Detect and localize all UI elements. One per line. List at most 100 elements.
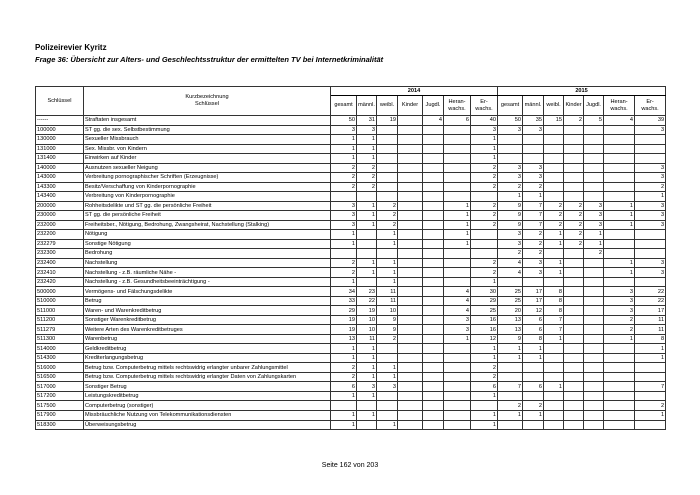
value-cell <box>543 343 565 354</box>
value-cell: 3 <box>443 324 471 335</box>
value-cell <box>443 419 471 430</box>
value-cell: 3 <box>497 162 524 174</box>
value-cell: 4 <box>422 115 444 126</box>
value-cell: 2 <box>469 267 499 278</box>
row-name: Betrug bzw. Computerbetrug mittels recht… <box>83 371 331 383</box>
value-cell <box>603 162 636 174</box>
value-cell: 1 <box>376 362 398 373</box>
value-cell <box>443 181 471 193</box>
value-cell: 2 <box>522 181 545 193</box>
value-cell <box>603 248 636 259</box>
value-cell: 1 <box>356 371 377 383</box>
value-cell: 1 <box>330 229 357 240</box>
value-cell <box>497 362 524 373</box>
value-cell: 1 <box>497 410 524 421</box>
value-cell <box>330 248 357 259</box>
row-name: Betrug bzw. Computerbetrug mittels recht… <box>83 362 331 373</box>
value-cell: 3 <box>522 267 545 278</box>
value-cell <box>583 181 605 193</box>
table-row: ------ Straftaten insgesamt 50 31 19 4 6 40 50 35… <box>35 115 667 126</box>
row-key: 200000 <box>35 200 84 212</box>
value-cell: 15 <box>543 115 565 126</box>
value-cell <box>634 362 667 373</box>
value-cell: 1 <box>376 371 398 383</box>
value-cell: 9 <box>497 210 524 221</box>
table-row: 232000 Freiheitsber., Nötigung, Bedrohung… <box>35 219 667 231</box>
value-cell <box>376 134 398 145</box>
value-cell <box>422 410 444 421</box>
row-name: ST gg. die sex. Selbstbestimmung <box>83 124 331 136</box>
value-cell: 11 <box>634 324 667 335</box>
value-cell <box>443 162 471 174</box>
value-cell: 3 <box>634 267 667 278</box>
header-subcol: Jugdl. <box>422 95 444 116</box>
value-cell <box>356 238 377 250</box>
value-cell: 1 <box>356 352 377 364</box>
value-cell: 2 <box>522 248 545 259</box>
value-cell <box>634 229 667 240</box>
table-row: 516000 Betrug bzw. Computerbetrug mittels… <box>35 362 667 373</box>
value-cell: 29 <box>330 305 357 316</box>
value-cell <box>563 191 585 202</box>
value-cell: 1 <box>469 390 499 402</box>
value-cell: 2 <box>356 172 377 183</box>
table-row: 140000 Ausnutzen sexueller Neigung 2 2 2 3 3 3 <box>35 162 667 174</box>
value-cell: 3 <box>497 229 524 240</box>
value-cell: 2 <box>469 257 499 269</box>
row-key: 511200 <box>35 314 84 326</box>
value-cell: 3 <box>376 381 398 392</box>
value-cell: 8 <box>522 333 545 345</box>
value-cell: 3 <box>330 200 357 212</box>
value-cell: 16 <box>469 314 499 326</box>
value-cell: 1 <box>330 143 357 155</box>
value-cell <box>583 134 605 145</box>
row-key: 131400 <box>35 153 84 164</box>
value-cell: 25 <box>469 305 499 316</box>
header-subcol: weibl. <box>376 95 398 116</box>
value-cell: 3 <box>522 124 545 136</box>
table-row: 232300 Bedrohung 2 2 2 <box>35 248 667 259</box>
value-cell <box>563 305 585 316</box>
value-cell: 9 <box>497 219 524 231</box>
table-row: 517200 Leistungskreditbetrug 1 1 1 <box>35 390 667 402</box>
table-row: 232410 Nachstellung - z.B. räumliche Nähe… <box>35 267 667 278</box>
value-cell: 16 <box>469 324 499 335</box>
value-cell <box>522 153 545 164</box>
value-cell: 4 <box>443 286 471 297</box>
value-cell <box>563 419 585 430</box>
value-cell <box>522 390 545 402</box>
value-cell: 1 <box>469 343 499 354</box>
value-cell <box>563 410 585 421</box>
value-cell <box>634 238 667 250</box>
value-cell <box>543 134 565 145</box>
value-cell <box>563 172 585 183</box>
value-cell: 1 <box>583 238 605 250</box>
value-cell: 9 <box>497 200 524 212</box>
value-cell: 13 <box>330 333 357 345</box>
value-cell: 1 <box>543 381 565 392</box>
value-cell: 7 <box>522 219 545 231</box>
value-cell: 1 <box>356 390 377 402</box>
header-subcol: männl. <box>356 95 377 116</box>
value-cell: 1 <box>330 276 357 288</box>
value-cell: 3 <box>583 200 605 212</box>
value-cell: 3 <box>522 162 545 174</box>
value-cell: 1 <box>543 238 565 250</box>
value-cell: 3 <box>634 219 667 231</box>
value-cell <box>376 172 398 183</box>
header-year-2014: 2014 <box>329 86 499 96</box>
value-cell: 2 <box>469 181 499 193</box>
value-cell: 39 <box>634 115 667 126</box>
value-cell <box>422 248 444 259</box>
row-key: 232000 <box>35 219 84 231</box>
value-cell <box>422 295 444 307</box>
value-cell <box>443 153 471 164</box>
value-cell: 12 <box>469 333 499 345</box>
value-cell <box>563 381 585 392</box>
value-cell: 2 <box>497 181 524 193</box>
table-row: 518300 Überweisungsbetrug 1 1 1 <box>35 419 667 430</box>
value-cell: 3 <box>443 314 471 326</box>
row-key: 517000 <box>35 381 84 392</box>
value-cell <box>443 124 471 136</box>
value-cell <box>422 153 444 164</box>
